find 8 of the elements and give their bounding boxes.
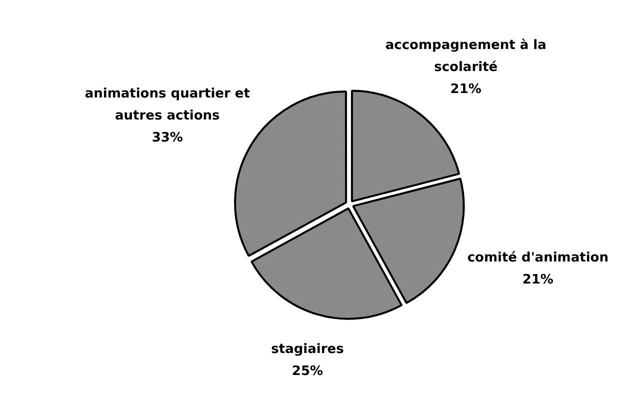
data-label: 21% xyxy=(522,272,554,288)
slice-label: animations quartier et autres actions xyxy=(84,86,250,124)
slice-label: accompagnement à la scolarité xyxy=(385,38,546,75)
data-label: 21% xyxy=(450,82,482,97)
slice-label: stagiaires xyxy=(271,342,344,357)
data-label: 33% xyxy=(152,130,183,146)
slice-label: comité d'animation xyxy=(467,250,608,266)
data-label: 25% xyxy=(292,364,324,379)
